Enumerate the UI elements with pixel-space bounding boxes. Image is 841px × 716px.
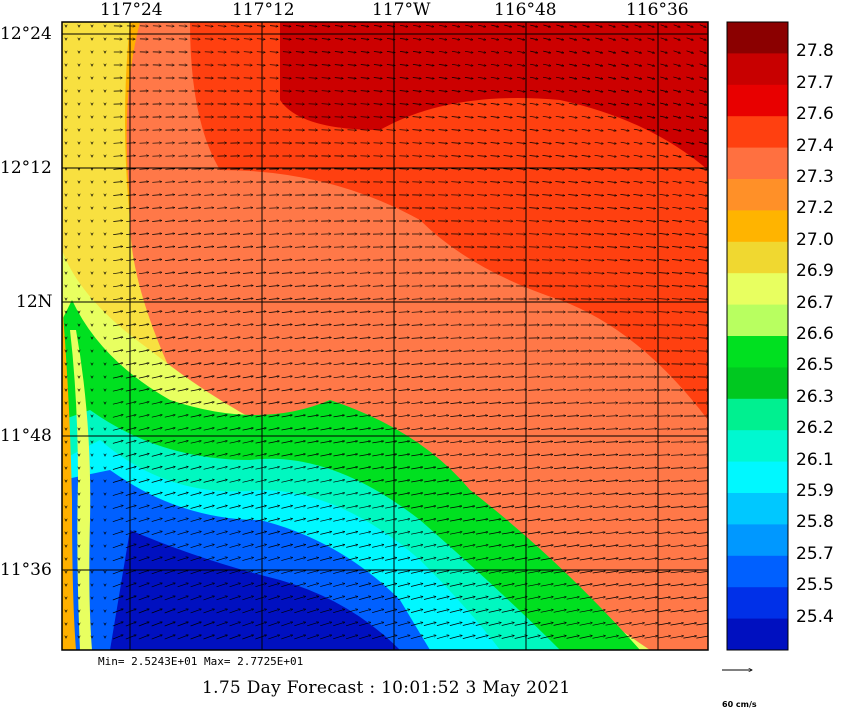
legend-value: 27.3 — [796, 167, 834, 187]
legend-swatch — [727, 22, 788, 54]
legend-value: 26.1 — [796, 450, 834, 470]
legend-value: 26.5 — [796, 355, 834, 375]
legend-value: 26.6 — [796, 324, 834, 344]
legend-value: 26.3 — [796, 387, 834, 407]
legend-swatch — [727, 587, 788, 619]
legend-value: 26.9 — [796, 261, 834, 281]
legend-swatch — [727, 148, 788, 180]
legend-value: 27.2 — [796, 198, 834, 218]
lat-label: 12°24 — [0, 24, 52, 44]
temperature-field — [62, 22, 710, 650]
legend-value: 26.2 — [796, 418, 834, 438]
lat-label: 11°48 — [0, 426, 52, 446]
legend-swatch — [727, 305, 788, 337]
color-legend — [727, 22, 788, 651]
scale-label: 60 cm/s — [722, 700, 757, 709]
legend-swatch — [727, 53, 788, 85]
legend-value: 25.4 — [796, 607, 834, 627]
legend-swatch — [727, 210, 788, 242]
lon-label: 116°36 — [626, 0, 689, 20]
legend-swatch — [727, 85, 788, 117]
legend-swatch — [727, 556, 788, 588]
legend-swatch — [727, 619, 788, 651]
legend-swatch — [727, 242, 788, 274]
legend-swatch — [727, 524, 788, 556]
lon-label: 117°24 — [100, 0, 163, 20]
legend-value: 27.6 — [796, 104, 834, 124]
legend-swatch — [727, 493, 788, 525]
min-max-stats: Min= 2.5243E+01 Max= 2.7725E+01 — [98, 655, 303, 668]
legend-swatch — [727, 399, 788, 431]
legend-value: 27.7 — [796, 73, 834, 93]
legend-swatch — [727, 462, 788, 494]
legend-value: 26.7 — [796, 293, 834, 313]
legend-swatch — [727, 430, 788, 462]
lat-label: 12N — [16, 292, 53, 312]
legend-value: 27.0 — [796, 230, 834, 250]
forecast-caption: 1.75 Day Forecast : 10:01:52 3 May 2021 — [202, 678, 571, 698]
legend-value: 25.5 — [796, 575, 834, 595]
legend-value: 27.4 — [796, 136, 834, 156]
lon-label: 117°12 — [232, 0, 295, 20]
legend-value: 25.7 — [796, 544, 834, 564]
legend-swatch — [727, 273, 788, 305]
lon-label: 117°W — [372, 0, 430, 20]
lon-label: 116°48 — [494, 0, 557, 20]
legend-swatch — [727, 367, 788, 399]
lat-label: 11°36 — [0, 560, 52, 580]
legend-value: 25.9 — [796, 481, 834, 501]
legend-swatch — [727, 179, 788, 211]
legend-value: 27.8 — [796, 41, 834, 61]
legend-value: 25.8 — [796, 512, 834, 532]
lat-label: 12°12 — [0, 158, 52, 178]
legend-swatch — [727, 116, 788, 148]
legend-swatch — [727, 336, 788, 368]
